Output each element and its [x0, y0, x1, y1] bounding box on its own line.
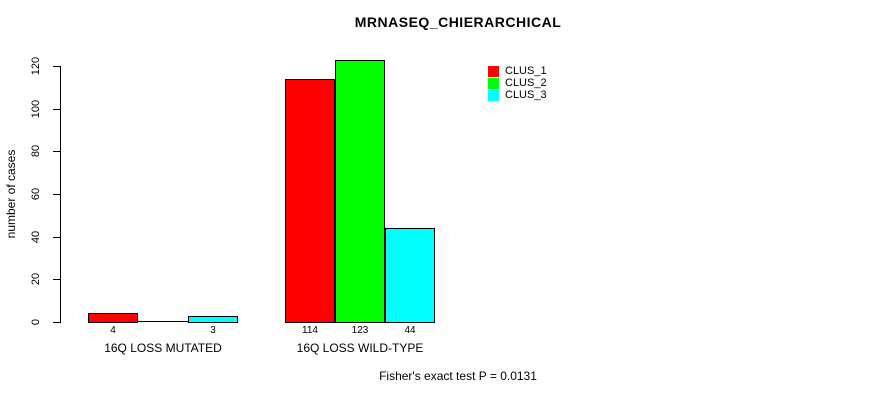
- y-tick-mark: [53, 109, 60, 110]
- bar-clus_2: [335, 60, 385, 323]
- y-tick-label: 0: [30, 318, 42, 326]
- y-tick-mark: [53, 66, 60, 67]
- bar-clus_1: [88, 313, 138, 323]
- category-label: 16Q LOSS MUTATED: [104, 341, 222, 355]
- y-axis-label: number of cases: [4, 149, 18, 239]
- chart-title: MRNASEQ_CHIERARCHICAL: [354, 14, 562, 30]
- y-tick-mark: [53, 279, 60, 280]
- bar-value-label: 44: [404, 325, 416, 336]
- legend-label: CLUS_2: [505, 77, 547, 89]
- bar-value-label: 123: [351, 325, 369, 336]
- y-axis-line: [60, 66, 61, 323]
- legend-label: CLUS_1: [505, 65, 547, 77]
- legend-label: CLUS_3: [505, 89, 547, 101]
- bar-clus_1: [285, 79, 335, 323]
- y-tick-label: 20: [30, 272, 42, 286]
- bar-value-label: 4: [110, 325, 116, 336]
- y-tick-label: 120: [30, 56, 42, 76]
- y-tick-label: 100: [30, 99, 42, 119]
- y-tick-mark: [53, 194, 60, 195]
- y-tick-label: 40: [30, 230, 42, 244]
- legend-swatch-clus-2: [488, 78, 499, 89]
- bar-clus_3: [385, 228, 435, 323]
- bar-value-label: 114: [302, 325, 318, 336]
- legend-swatch-clus-3: [488, 90, 499, 101]
- bar-value-label: 3: [210, 325, 216, 336]
- y-tick-mark: [53, 322, 60, 323]
- y-tick-mark: [53, 237, 60, 238]
- bar-clus_3: [188, 316, 238, 323]
- y-tick-mark: [53, 151, 60, 152]
- bar-clus_2-zero: [138, 321, 188, 322]
- y-tick-label: 80: [30, 144, 42, 158]
- legend-swatch-clus-1: [488, 66, 499, 77]
- annotation-text: Fisher's exact test P = 0.0131: [379, 369, 537, 383]
- category-label: 16Q LOSS WILD-TYPE: [296, 341, 424, 355]
- y-tick-label: 60: [30, 187, 42, 201]
